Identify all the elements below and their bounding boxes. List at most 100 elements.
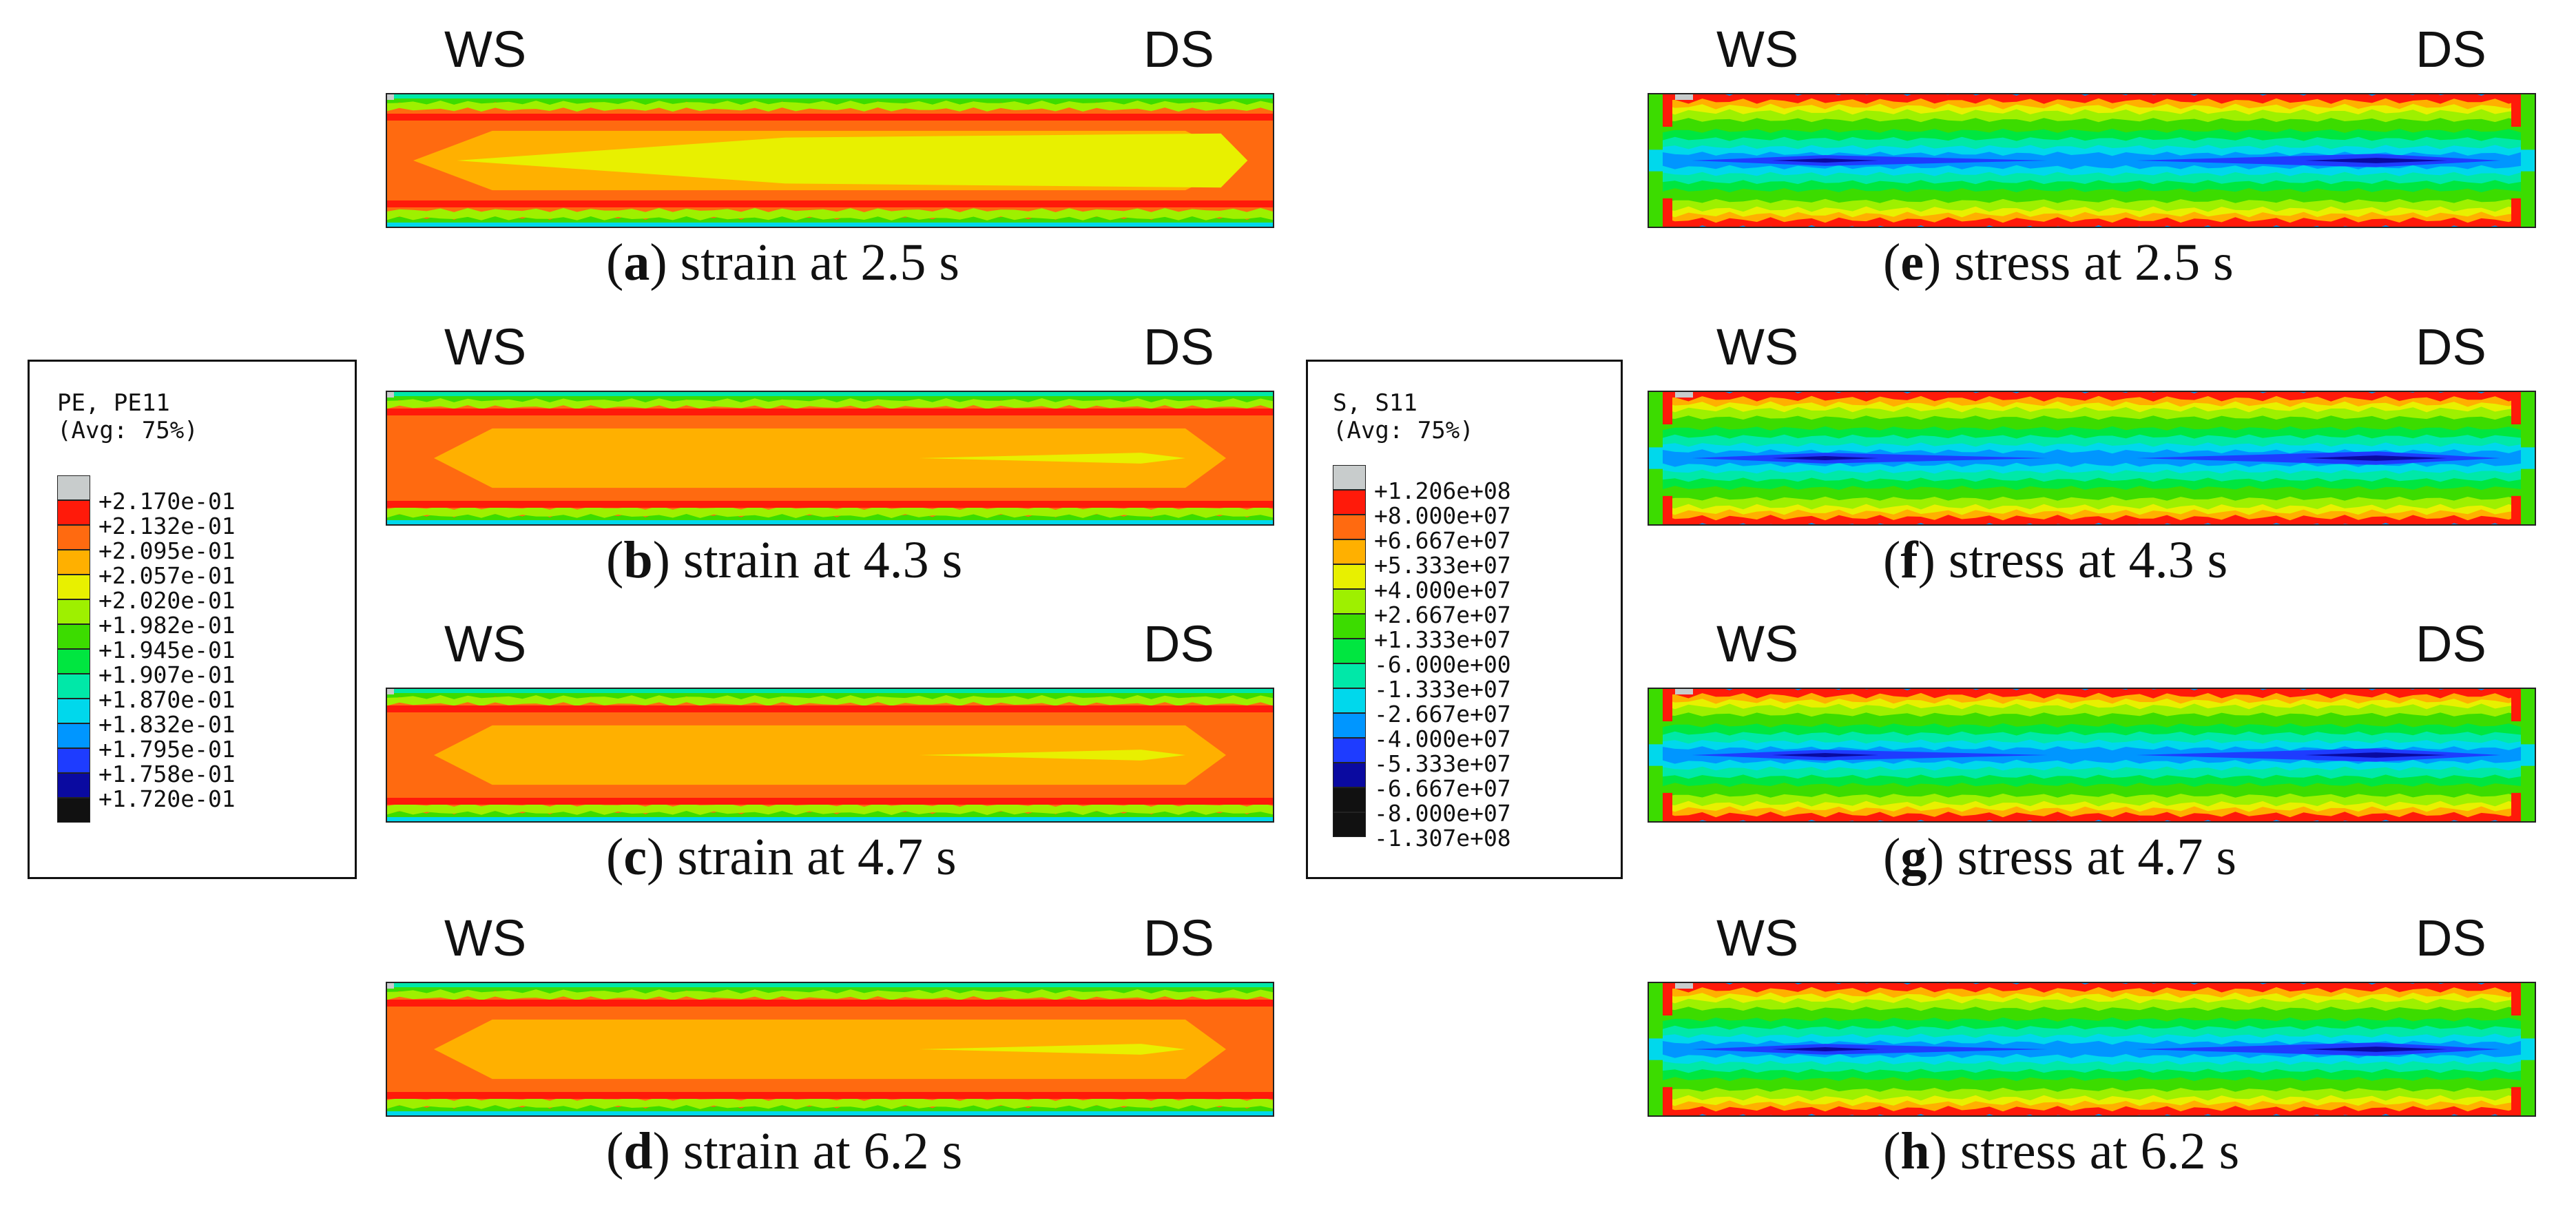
legend-entry: +1.795e-01 <box>57 723 319 763</box>
legend-entry: +1.206e+08 <box>1333 465 1595 504</box>
legend-swatch <box>57 649 90 674</box>
caption-letter: a <box>623 234 650 291</box>
legend-swatch <box>57 500 90 525</box>
legend-entry: -8.000e+07 <box>1333 787 1595 827</box>
legend-value: +1.758e-01 <box>98 761 236 787</box>
caption-letter: f <box>1900 531 1918 589</box>
caption-text: strain at 6.2 s <box>669 1122 963 1180</box>
caption-letter: g <box>1900 828 1927 886</box>
legend-entry: +2.132e-01 <box>57 500 319 539</box>
ws-label: WS <box>1716 615 1799 672</box>
legend-swatch <box>1333 713 1366 738</box>
legend-swatch <box>57 475 90 500</box>
legend-entry: +1.982e-01 <box>57 599 319 639</box>
ws-label: WS <box>444 909 527 967</box>
ds-label: DS <box>2416 909 2486 967</box>
panel-caption: (e) stress at 2.5 s <box>1883 236 2234 289</box>
panel-h: WS DS (h) stress at 6.2 s <box>1648 909 2536 1177</box>
caption-paren-close: ) <box>1929 1122 1947 1180</box>
caption-paren-close: ) <box>1926 828 1944 886</box>
panel-caption: (f) stress at 4.3 s <box>1883 534 2227 586</box>
legend-value: -2.667e+07 <box>1374 701 1511 728</box>
legend-swatch <box>1333 539 1366 564</box>
stress-contour-plot <box>1648 391 2536 526</box>
ds-label: DS <box>2416 318 2486 375</box>
ds-label: DS <box>1143 318 1214 375</box>
legend-value: +2.057e-01 <box>98 562 236 589</box>
caption-text: stress at 4.7 s <box>1944 828 2236 886</box>
legend-value: +2.020e-01 <box>98 587 236 614</box>
legend-swatch <box>57 599 90 624</box>
stress-contour-plot <box>1648 688 2536 823</box>
caption-paren-close: ) <box>647 828 665 886</box>
stress-legend: S, S11 (Avg: 75%) +1.206e+08 +8.000e+07 +6… <box>1306 360 1623 879</box>
legend-entry: +6.667e+07 <box>1333 515 1595 554</box>
legend-entry: +1.870e-01 <box>57 674 319 713</box>
stress-contour-plot <box>1648 982 2536 1117</box>
caption-letter: d <box>623 1122 653 1180</box>
legend-value: +2.132e-01 <box>98 513 236 539</box>
legend-value: +1.982e-01 <box>98 612 236 639</box>
legend-entry: +2.020e-01 <box>57 575 319 614</box>
ws-label: WS <box>1716 318 1799 375</box>
legend-swatch <box>57 773 90 798</box>
stress-contour-plot <box>1648 93 2536 228</box>
panel-caption: (g) stress at 4.7 s <box>1883 831 2236 883</box>
ds-label: DS <box>2416 615 2486 672</box>
legend-value: -1.333e+07 <box>1374 676 1511 703</box>
legend-entry: -6.000e+00 <box>1333 639 1595 678</box>
legend-swatch <box>1333 812 1366 837</box>
legend-entry: +5.333e+07 <box>1333 539 1595 579</box>
legend-swatch <box>57 550 90 575</box>
strain-contour-plot <box>386 391 1274 526</box>
panel-d: WS DS (d) strain at 6.2 s <box>386 909 1274 1177</box>
legend-swatch <box>1333 515 1366 539</box>
ws-label: WS <box>444 21 527 78</box>
legend-value: -1.307e+08 <box>1374 825 1511 852</box>
legend-value: +1.832e-01 <box>98 711 236 738</box>
panel-caption: (b) strain at 4.3 s <box>606 534 962 586</box>
caption-paren-open: ( <box>1883 234 1901 291</box>
ds-label: DS <box>2416 21 2486 78</box>
legend-swatch <box>57 723 90 748</box>
caption-text: stress at 4.3 s <box>1935 531 2228 589</box>
legend-swatch <box>1333 738 1366 763</box>
legend-entry: -1.307e+08 <box>1333 812 1595 852</box>
legend-swatch <box>1333 564 1366 589</box>
legend-value: -8.000e+07 <box>1374 800 1511 827</box>
caption-paren-open: ( <box>606 828 624 886</box>
caption-paren-open: ( <box>606 1122 624 1180</box>
caption-letter: e <box>1900 234 1924 291</box>
caption-paren-open: ( <box>606 234 624 291</box>
legend-value: +1.870e-01 <box>98 686 236 713</box>
caption-letter: c <box>623 828 647 886</box>
legend-swatch <box>57 674 90 699</box>
legend-swatch <box>1333 663 1366 688</box>
caption-paren-open: ( <box>1883 1122 1901 1180</box>
caption-paren-open: ( <box>606 531 624 589</box>
caption-text: strain at 4.7 s <box>664 828 957 886</box>
caption-paren-close: ) <box>650 234 667 291</box>
legend-swatch <box>1333 787 1366 812</box>
legend-value: +2.667e+07 <box>1374 601 1511 628</box>
legend-swatch <box>1333 589 1366 614</box>
legend-value: +8.000e+07 <box>1374 502 1511 529</box>
legend-entry: +1.758e-01 <box>57 748 319 787</box>
legend-entry: -4.000e+07 <box>1333 713 1595 752</box>
panel-e: WS DS (e) stress at 2.5 s <box>1648 21 2536 289</box>
panel-f: WS DS (f) stress at 4.3 s <box>1648 318 2536 586</box>
caption-letter: b <box>623 531 653 589</box>
legend-value: +2.095e-01 <box>98 537 236 564</box>
caption-text: strain at 4.3 s <box>669 531 963 589</box>
ws-label: WS <box>444 615 527 672</box>
strain-contour-plot <box>386 93 1274 228</box>
legend-entry: +1.832e-01 <box>57 699 319 738</box>
legend-entry: +1.720e-01 <box>57 773 319 812</box>
caption-text: stress at 2.5 s <box>1941 234 2234 291</box>
legend-entry: -6.667e+07 <box>1333 763 1595 802</box>
legend-entry <box>57 798 319 825</box>
legend-entry: +8.000e+07 <box>1333 490 1595 529</box>
legend-value: +1.206e+08 <box>1374 477 1511 504</box>
legend-value: +1.720e-01 <box>98 785 236 812</box>
legend-value: +1.333e+07 <box>1374 626 1511 653</box>
